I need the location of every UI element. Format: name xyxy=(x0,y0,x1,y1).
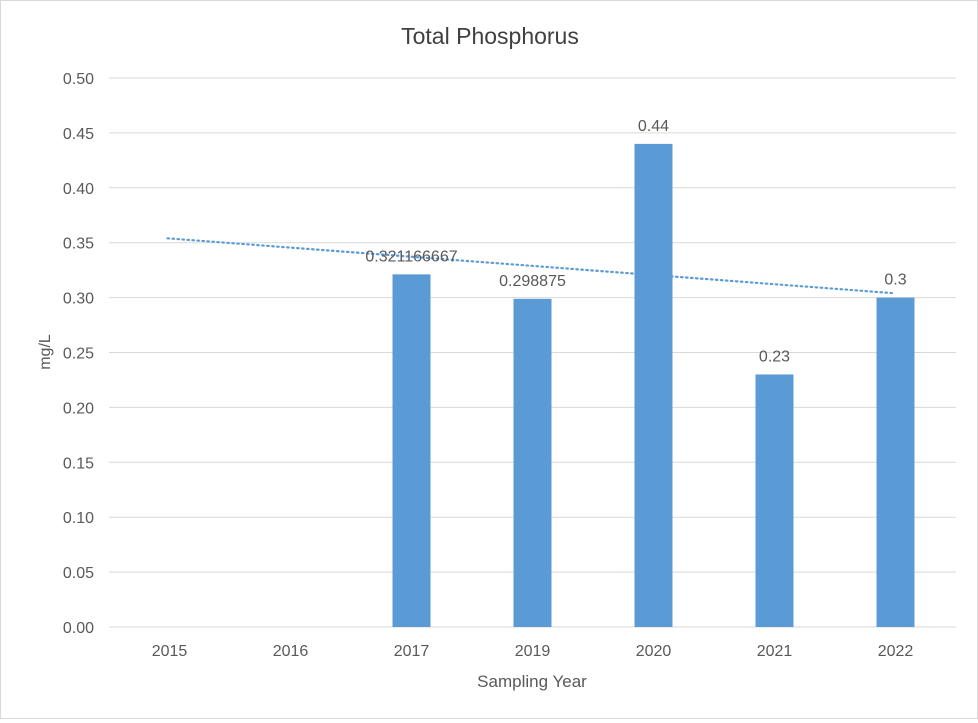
y-axis-title: mg/L xyxy=(37,334,54,370)
y-tick-label: 0.25 xyxy=(63,346,94,363)
bar-2019 xyxy=(513,298,552,627)
bar-2020 xyxy=(634,143,673,627)
x-tick-label: 2017 xyxy=(394,643,430,660)
data-label-2019: 0.298875 xyxy=(499,273,566,290)
y-axis-ticks: 0.00 0.05 0.10 0.15 0.20 0.25 0.30 0.35 0.40 0.45… xyxy=(63,71,94,637)
y-tick-label: 0.10 xyxy=(63,510,94,527)
data-label-2017: 0.321166667 xyxy=(365,248,457,265)
y-tick-label: 0.40 xyxy=(63,181,94,198)
trendline xyxy=(166,237,895,295)
x-axis-ticks: 2015 2016 2017 2019 2020 2021 2022 xyxy=(152,643,914,660)
data-label-2021: 0.23 xyxy=(759,348,790,365)
chart-title: Total Phosphorus xyxy=(401,23,579,49)
x-tick-label: 2021 xyxy=(757,643,793,660)
data-label-2022: 0.3 xyxy=(884,272,906,289)
x-tick-label: 2020 xyxy=(636,643,672,660)
x-tick-label: 2019 xyxy=(515,643,551,660)
data-label-2020: 0.44 xyxy=(638,118,669,135)
x-axis-title: Sampling Year xyxy=(477,672,587,691)
bars xyxy=(392,143,915,627)
y-tick-label: 0.50 xyxy=(63,71,94,88)
x-tick-label: 2016 xyxy=(273,643,309,660)
trendline-layer xyxy=(166,237,895,295)
y-tick-label: 0.45 xyxy=(63,126,94,143)
y-tick-label: 0.30 xyxy=(63,291,94,308)
x-tick-label: 2022 xyxy=(878,643,914,660)
y-tick-label: 0.05 xyxy=(63,565,94,582)
bar-2022 xyxy=(876,297,915,627)
bar-2017 xyxy=(392,274,431,627)
y-tick-label: 0.00 xyxy=(63,620,94,637)
x-tick-label: 2015 xyxy=(152,643,188,660)
y-tick-label: 0.20 xyxy=(63,400,94,417)
bar-2021 xyxy=(755,374,794,627)
y-tick-label: 0.35 xyxy=(63,236,94,253)
data-labels: 0.321166667 0.298875 0.44 0.23 0.3 xyxy=(365,118,906,366)
y-tick-label: 0.15 xyxy=(63,455,94,472)
